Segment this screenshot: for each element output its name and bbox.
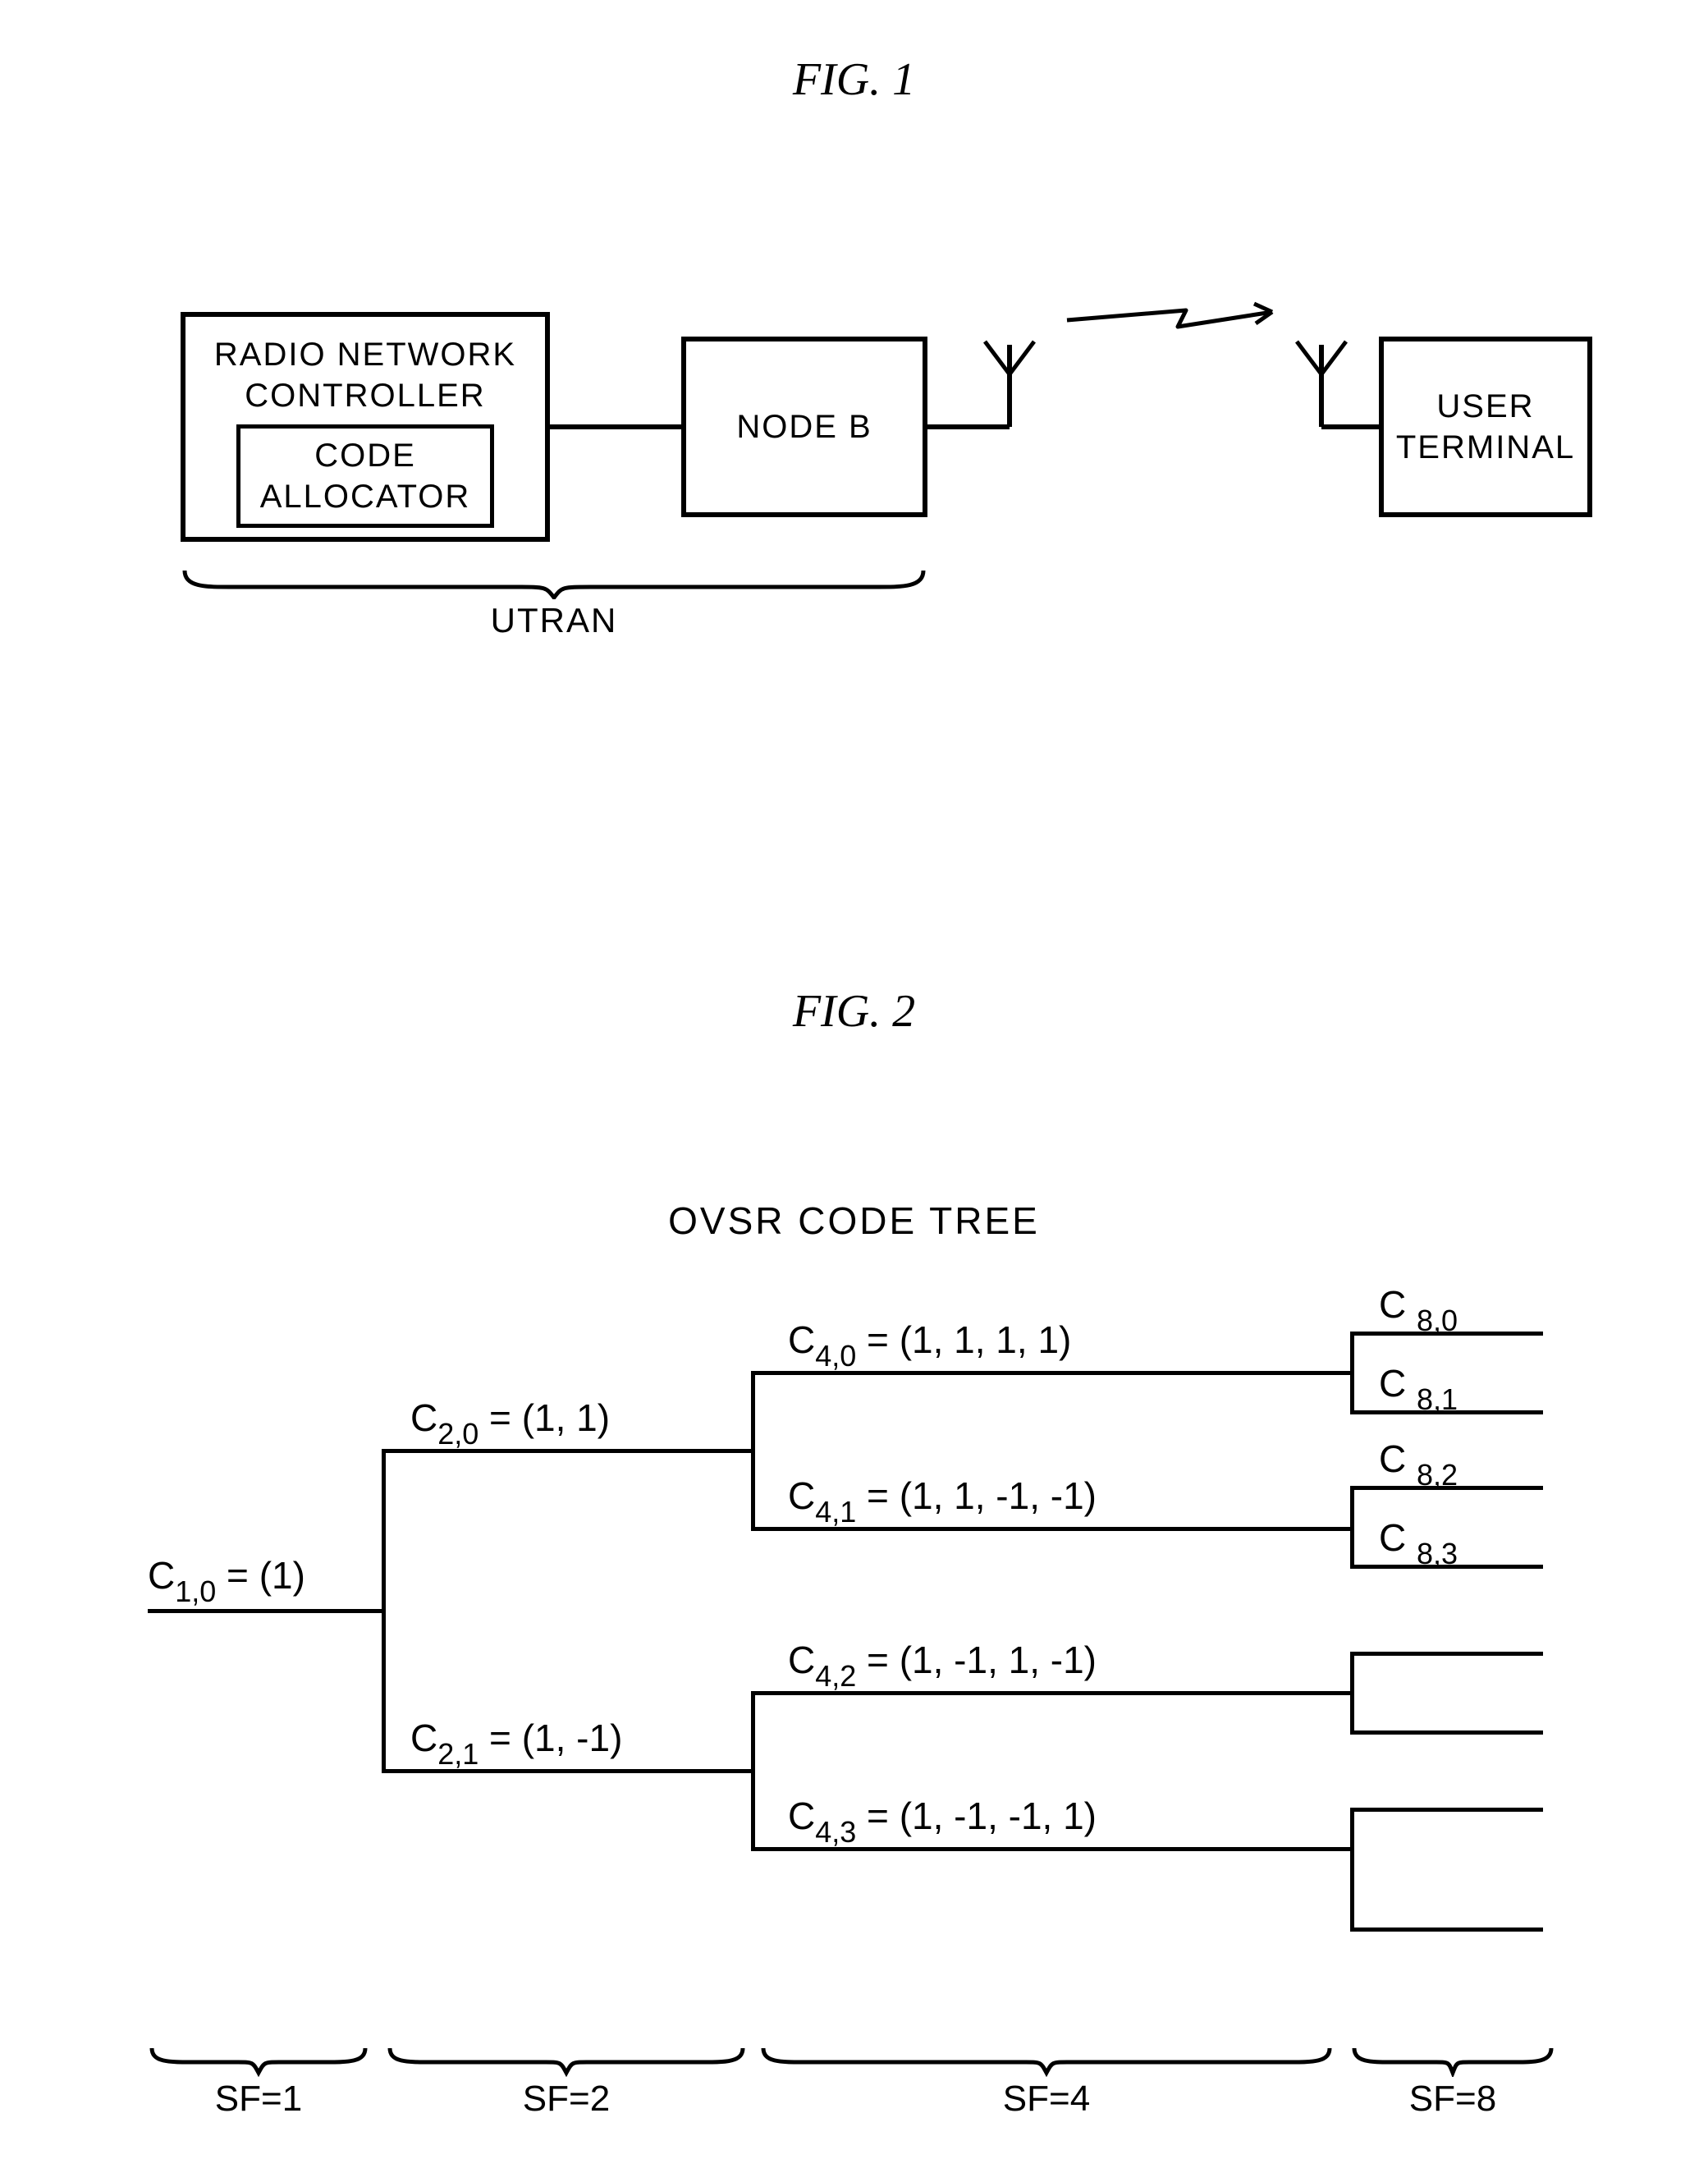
line-c20 (382, 1449, 755, 1453)
line-c43 (751, 1847, 1354, 1851)
v-c40 (1350, 1332, 1354, 1414)
line-c87 (1350, 1928, 1543, 1932)
figure-1: RADIO NETWORK CONTROLLER CODE ALLOCATOR … (0, 304, 1708, 616)
line-c42 (751, 1691, 1354, 1695)
sf4-label: SF=4 (1003, 2079, 1090, 2120)
fig1-title: FIG. 1 (793, 53, 915, 106)
code-c40: C4,0 = (1, 1, 1, 1) (788, 1318, 1071, 1368)
sf1-label: SF=1 (215, 2079, 302, 2120)
code-c82: C 8,2 (1379, 1437, 1458, 1487)
sf2-brace: SF=2 (386, 2044, 747, 2081)
code-c80: C 8,0 (1379, 1282, 1458, 1333)
v-c41 (1350, 1486, 1354, 1568)
wireless-link-icon (1059, 296, 1297, 349)
line-c85 (1350, 1730, 1543, 1735)
sf2-label: SF=2 (523, 2079, 610, 2120)
v-c43 (1350, 1808, 1354, 1931)
code-tree: C1,0 = (1) C2,0 = (1, 1) C2,1 = (1, -1) … (148, 1322, 1559, 2060)
rnc-line2: CONTROLLER (245, 375, 485, 416)
ut-line1: USER (1436, 386, 1534, 427)
line-c10 (148, 1609, 386, 1613)
code-c41: C4,1 = (1, 1, -1, -1) (788, 1474, 1097, 1524)
sf-braces: SF=1 SF=2 SF=4 SF=8 (148, 2044, 1559, 2159)
rnc-box: RADIO NETWORK CONTROLLER CODE ALLOCATOR (181, 312, 550, 542)
sf8-brace: SF=8 (1350, 2044, 1555, 2081)
nodeb-label: NODE B (736, 406, 872, 447)
user-terminal-box: USER TERMINAL (1379, 337, 1592, 517)
figure-2: OVSR CODE TREE C1,0 = (1) C2,0 = (1, 1) … (0, 1010, 1708, 2159)
v-c21 (751, 1691, 755, 1851)
code-c20: C2,0 = (1, 1) (410, 1396, 610, 1446)
sf1-brace: SF=1 (148, 2044, 369, 2081)
code-allocator-box: CODE ALLOCATOR (236, 424, 495, 528)
v-c42 (1350, 1652, 1354, 1734)
v-c20 (751, 1371, 755, 1531)
ca-line2: ALLOCATOR (260, 476, 471, 517)
code-c10: C1,0 = (1) (148, 1553, 305, 1604)
code-c21: C2,1 = (1, -1) (410, 1716, 622, 1767)
fig2-subtitle: OVSR CODE TREE (668, 1199, 1040, 1243)
nodeb-box: NODE B (681, 337, 927, 517)
line-c21 (382, 1769, 755, 1773)
line-c86 (1350, 1808, 1543, 1812)
code-c83: C 8,3 (1379, 1515, 1458, 1566)
nodeb-antenna (993, 345, 1026, 427)
code-c42: C4,2 = (1, -1, 1, -1) (788, 1638, 1097, 1689)
sf8-label: SF=8 (1409, 2079, 1496, 2120)
line-c41 (751, 1527, 1354, 1531)
rnc-line1: RADIO NETWORK (214, 334, 516, 375)
utran-brace: UTRAN (181, 566, 927, 665)
code-c43: C4,3 = (1, -1, -1, 1) (788, 1794, 1097, 1845)
connector-rnc-nodeb (550, 424, 681, 429)
line-c84 (1350, 1652, 1543, 1656)
code-c81: C 8,1 (1379, 1361, 1458, 1412)
utran-label: UTRAN (491, 601, 618, 640)
ut-line2: TERMINAL (1396, 427, 1575, 468)
ca-line1: CODE (260, 435, 471, 476)
v-c1 (382, 1449, 386, 1773)
ut-antenna (1305, 345, 1338, 427)
sf4-brace: SF=4 (759, 2044, 1334, 2081)
line-c40 (751, 1371, 1354, 1375)
